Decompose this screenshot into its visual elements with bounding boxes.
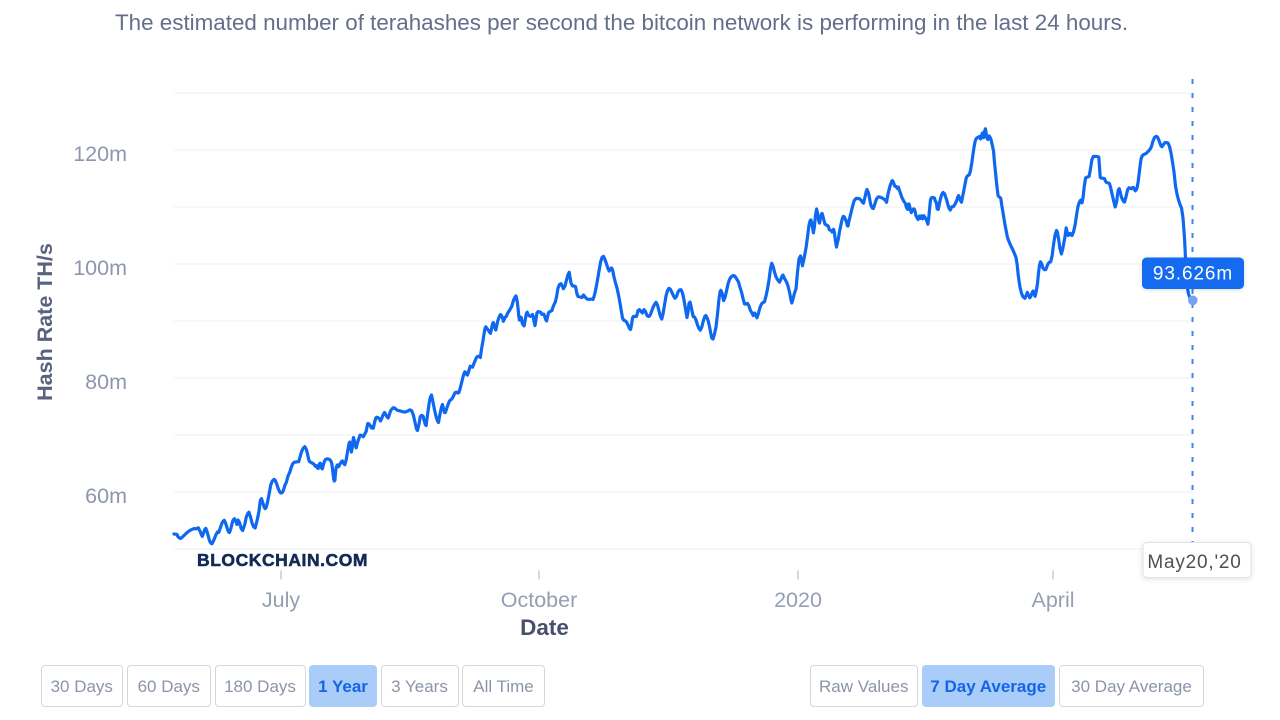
svg-text:April: April — [1031, 588, 1074, 612]
svg-text:93.626m: 93.626m — [1153, 264, 1233, 285]
svg-text:Hash Rate TH/s: Hash Rate TH/s — [33, 243, 57, 401]
svg-text:Date: Date — [520, 615, 569, 640]
svg-text:120m: 120m — [73, 142, 127, 166]
svg-text:May20,'20: May20,'20 — [1147, 552, 1241, 573]
svg-text:2020: 2020 — [774, 588, 822, 612]
svg-text:60m: 60m — [85, 484, 127, 508]
svg-text:July: July — [262, 588, 300, 612]
svg-text:80m: 80m — [85, 370, 127, 394]
svg-text:100m: 100m — [73, 256, 127, 280]
svg-text:October: October — [501, 588, 577, 612]
svg-text:BLOCKCHAIN.COM: BLOCKCHAIN.COM — [197, 550, 368, 570]
